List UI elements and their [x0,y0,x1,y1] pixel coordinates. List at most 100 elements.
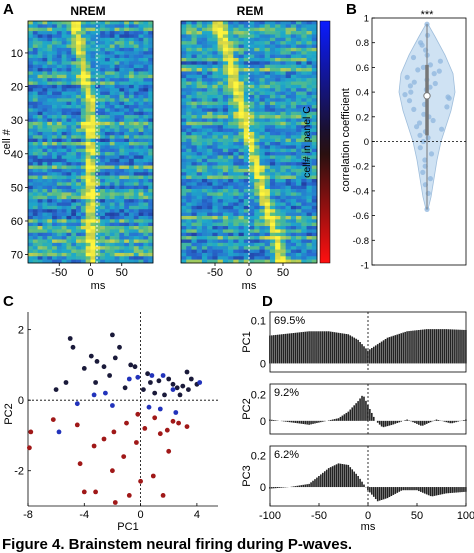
heatmap-cell [239,71,245,75]
heatmap-cell [81,203,86,207]
b-ytick-label: -0.6 [353,211,369,222]
heatmap-cell [186,85,192,89]
heatmap-cell [291,206,297,210]
heatmap-cell [233,58,239,62]
heatmap-cell [191,216,197,220]
heatmap-cell [186,71,192,75]
heatmap-cell [239,253,245,257]
heatmap-cell [239,139,245,143]
heatmap-cell [110,108,115,112]
heatmap-cell [207,162,213,166]
pc-bar [275,487,277,488]
heatmap-cell [207,132,213,136]
heatmap-cell [129,162,134,166]
heatmap-cell [28,68,33,72]
heatmap-cell [286,172,292,176]
heatmap-cell [233,246,239,250]
heatmap-cell [139,239,144,243]
heatmap-cell [33,92,38,96]
heatmap-cell [115,219,120,223]
heatmap-cell [270,24,276,28]
heatmap-cell [42,189,47,193]
heatmap-cell [249,129,255,133]
heatmap-cell [291,82,297,86]
heatmap-cell [134,51,139,55]
heatmap-cell [28,176,33,180]
heatmap-cell [270,45,276,49]
heatmap-cell [33,139,38,143]
heatmap-cell [254,182,260,186]
heatmap-cell [110,209,115,213]
heatmap-cell [86,250,91,254]
heatmap-cell [33,219,38,223]
heatmap-cell [110,28,115,32]
heatmap-cell [212,239,218,243]
heatmap-cell [286,75,292,79]
heatmap-cell [202,243,208,247]
heatmap-cell [218,229,224,233]
heatmap-cell [47,213,52,217]
heatmap-cell [286,88,292,92]
heatmap-cell [275,176,281,180]
heatmap-cell [233,149,239,153]
heatmap-cell [28,226,33,230]
heatmap-cell [307,78,313,82]
heatmap-cell [134,71,139,75]
heatmap-cell [301,48,307,52]
heatmap-cell [124,139,129,143]
heatmap-cell [181,112,187,116]
heatmap-cell [254,203,260,207]
heatmap-cell [301,31,307,35]
heatmap-cell [33,239,38,243]
heatmap-cell [270,48,276,52]
b-ytick-label: 0.2 [356,112,369,123]
heatmap-cell [233,118,239,122]
heatmap-cell [202,34,208,38]
pc-bar [391,336,393,363]
heatmap-cell [100,92,105,96]
heatmap-cell [197,206,203,210]
heatmap-cell [110,48,115,52]
heatmap-cell [38,226,43,230]
heatmap-cell [119,102,124,106]
heatmap-cell [134,125,139,129]
heatmap-cell [202,139,208,143]
heatmap-cell [71,166,76,170]
heatmap-cell [228,253,234,257]
heatmap-cell [38,68,43,72]
heatmap-cell [95,162,100,166]
heatmap-cell [33,216,38,220]
heatmap-cell [212,145,218,149]
heatmap-cell [197,149,203,153]
heatmap-cell [218,82,224,86]
pc-bar [412,421,414,422]
pc-bar [410,331,412,364]
pc-bar [281,334,283,363]
heatmap-cell [254,31,260,35]
heatmap-cell [62,172,67,176]
heatmap-cell [270,38,276,42]
heatmap-cell [181,149,187,153]
heatmap-cell [119,152,124,156]
heatmap-cell [76,118,81,122]
heatmap-cell [28,135,33,139]
heatmap-cell [228,92,234,96]
heatmap-cell [115,152,120,156]
heatmap-cell [33,159,38,163]
heatmap-cell [62,142,67,146]
heatmap-cell [212,102,218,106]
heatmap-cell [275,24,281,28]
heatmap-cell [57,38,62,42]
heatmap-cell [212,179,218,183]
pc-bar [359,479,361,487]
heatmap-cell [212,149,218,153]
heatmap-cell [129,28,134,32]
heatmap-cell [275,112,281,116]
heatmap-cell [307,38,313,42]
heatmap-cell [307,75,313,79]
heatmap-cell [233,155,239,159]
pc-bar [322,421,324,422]
heatmap-cell [212,166,218,170]
heatmap-cell [86,186,91,190]
